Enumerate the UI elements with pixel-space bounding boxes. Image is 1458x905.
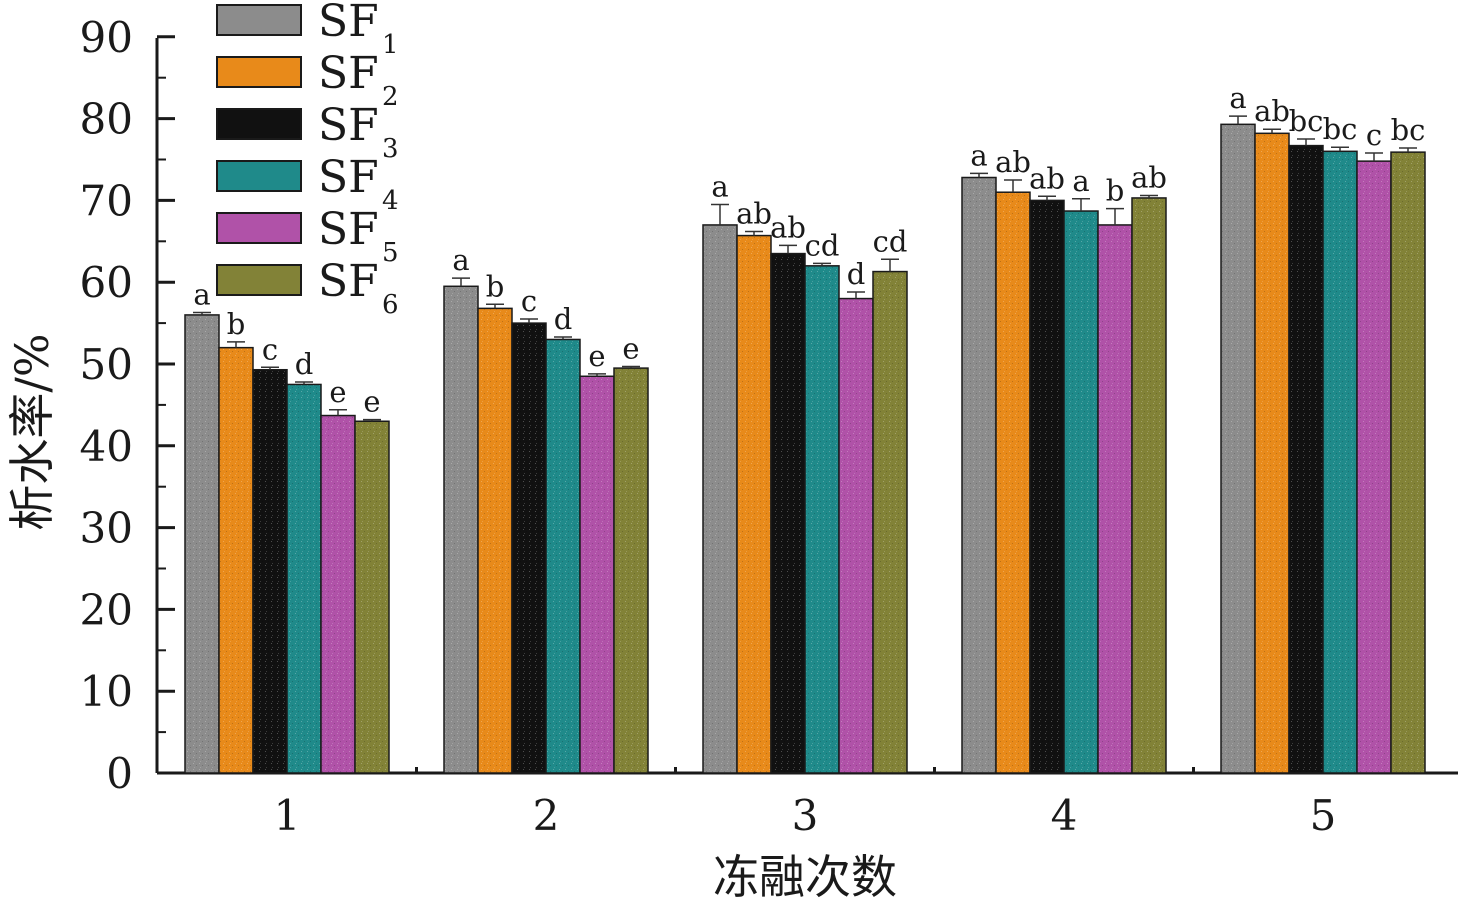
significance-label: e [588,339,605,373]
significance-label: ab [1254,94,1290,128]
significance-label: a [1229,81,1246,115]
significance-label: a [970,138,987,172]
bar-texture [874,272,906,772]
legend-subscript: 4 [382,186,399,216]
significance-label: c [262,332,278,366]
legend-subscript: 5 [382,238,399,268]
x-axis-title: 冻融次数 [713,850,897,904]
legend-label: SF [318,152,379,203]
legend-subscript: 6 [382,290,399,320]
significance-label: cd [805,228,840,262]
legend-swatch [216,212,302,244]
bar-texture [1392,153,1424,772]
significance-label: d [847,257,866,291]
x-tick-label: 2 [533,791,560,840]
significance-label: cd [873,224,908,258]
y-tick-label: 10 [80,667,133,716]
y-tick-label: 40 [80,422,133,471]
bar-texture [254,370,286,772]
significance-label: e [329,375,346,409]
legend-subscript: 1 [382,30,399,60]
significance-label: ab [736,196,772,230]
significance-label: ab [1029,161,1065,195]
legend-subscript: 2 [382,82,399,112]
y-tick-label: 80 [80,95,133,144]
significance-label: e [622,331,639,365]
significance-label: a [193,277,210,311]
bar-texture [513,324,545,772]
legend-swatch [216,56,302,88]
x-tick-label: 4 [1051,791,1078,840]
x-tick-label: 1 [274,791,301,840]
axes: 0 10 20 30 40 50 60 70 80 90 1 2 3 4 5 [80,13,1458,840]
significance-label: ab [995,145,1031,179]
bar-texture [772,254,804,772]
significance-label: b [1106,174,1125,208]
bar-texture [1031,201,1063,772]
bar-texture [1065,212,1097,772]
significance-label: a [452,243,469,277]
bar-texture [997,193,1029,773]
y-tick-label: 30 [80,504,133,553]
legend-label: SF [318,204,379,255]
bar-texture [840,299,872,772]
significance-label: e [363,385,380,419]
bar-texture [615,369,647,772]
y-axis-title: 析水率/% [5,333,59,530]
bar-texture [1133,198,1165,773]
bar-texture [963,178,995,773]
bar-texture [1099,225,1131,772]
significance-label: bc [1289,104,1324,138]
legend-swatch [216,160,302,192]
significance-label: ab [1131,160,1167,194]
bar-texture [738,236,770,773]
legend-label: SF [318,100,379,151]
significance-label: a [711,169,728,203]
bar-texture [704,225,736,772]
bar-texture [547,340,579,772]
y-tick-label: 0 [106,749,133,798]
legend-swatch [216,4,302,36]
y-tick-label: 90 [80,13,133,62]
legend-swatch [216,264,302,296]
bar-texture [1358,162,1390,773]
x-tick-label: 5 [1310,791,1337,840]
significance-label: a [1072,164,1089,198]
bar-texture [288,385,320,772]
x-tick-label: 3 [792,791,819,840]
significance-label: b [486,269,505,303]
y-tick-label: 20 [80,585,133,634]
significance-label: c [521,284,537,318]
y-tick-label: 60 [80,258,133,307]
bar-texture [1222,125,1254,773]
legend-label: SF [318,48,379,99]
significance-label: bc [1323,112,1358,146]
bar-texture [445,287,477,772]
legend-subscript: 3 [382,134,399,164]
significance-label: b [227,307,246,341]
bar-texture [356,422,388,772]
bar-texture [1256,134,1288,773]
y-tick-label: 50 [80,340,133,389]
y-tick-label: 70 [80,176,133,225]
legend-swatch [216,108,302,140]
bar-texture [479,309,511,772]
significance-label: d [295,347,314,381]
bar-texture [186,315,218,772]
bar-texture [1324,152,1356,772]
bar-texture [581,377,613,772]
bar-texture [220,348,252,772]
significance-label: bc [1391,113,1426,147]
bar-texture [1290,146,1322,772]
significance-label: d [554,302,573,336]
bar-texture [322,416,354,772]
bar-texture [806,266,838,772]
legend: SF 1SF 2SF 3SF 4SF 5SF 6 [216,0,399,320]
significance-label: c [1366,118,1382,152]
legend-label: SF [318,0,379,47]
significance-label: ab [770,210,806,244]
legend-label: SF [318,256,379,307]
